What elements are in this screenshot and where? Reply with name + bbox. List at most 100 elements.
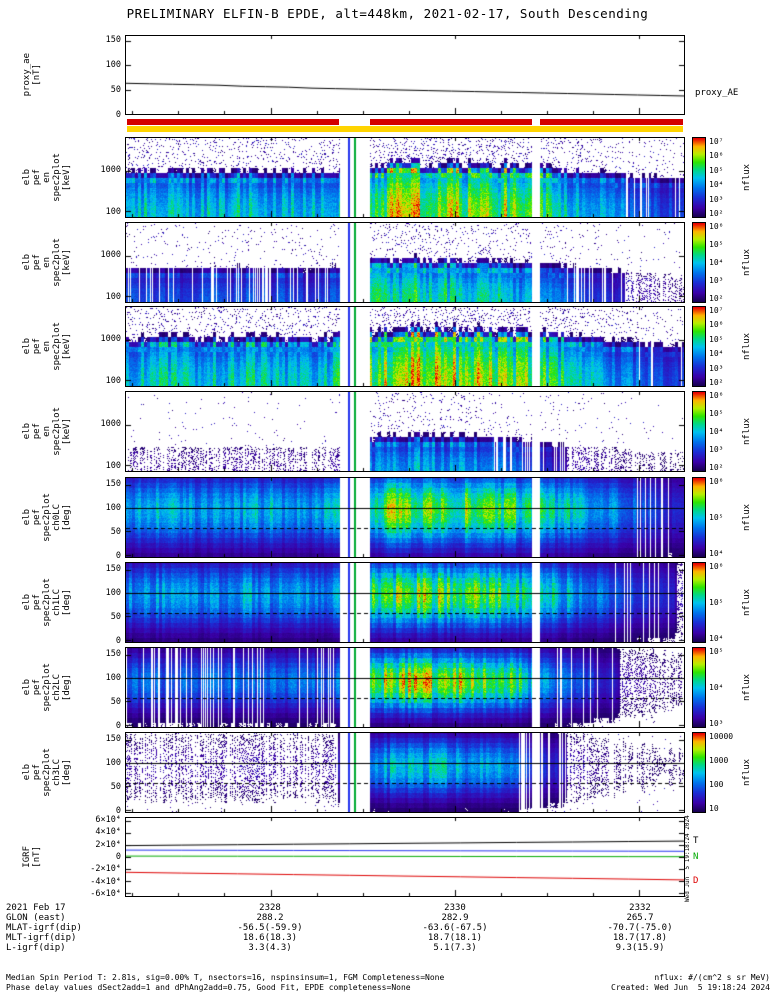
colorbar-tick-label: 10⁵ [709, 409, 724, 418]
side-timestamp: Wed Jun 5 19:18:24 2024 [684, 815, 691, 903]
ylabel-line: ch2LC [52, 673, 62, 702]
plot-canvas [126, 648, 684, 727]
ylabel-line: [deg] [62, 673, 72, 702]
plot-canvas [126, 307, 684, 386]
ylabel-pa_spec_0: elb pef spec2plot ch0LC [deg] [22, 477, 72, 558]
colorbar-tick-label: 10000 [709, 732, 734, 741]
ylabel-line: elb [22, 254, 32, 271]
red-flag-bar [369, 119, 533, 125]
yellow-flag-bar [126, 126, 684, 132]
ytick-label: -4×10⁴ [90, 876, 121, 887]
ylabel-line: spec2plot [52, 153, 62, 202]
ylabel-line: elb [22, 679, 32, 696]
colorbar-gradient [693, 138, 705, 217]
series-label-T: T [693, 835, 699, 846]
mlat-value: -56.5(-59.9) [237, 923, 303, 933]
ytick-label: 2×10⁴ [95, 839, 121, 850]
colorbar-tick-label: 10⁵ [709, 165, 724, 175]
ylabel-line: spec2plot [52, 322, 62, 371]
ytick-label: 100 [105, 375, 121, 386]
plot-box [125, 306, 685, 387]
mlt-value: 18.6(18.3) [242, 933, 298, 943]
ytick-label: 50 [110, 696, 121, 707]
ylabel-line: spec2plot [42, 663, 52, 712]
colorbar-title: nflux [742, 588, 752, 617]
colorbar-gradient [693, 307, 705, 386]
lshell-value: 5.1(7.3) [433, 943, 477, 953]
colorbar-tick-label: 10³ [709, 276, 724, 285]
colorbar-tick-label: 10 [709, 804, 719, 813]
ylabel-en_spec_0: elb pef en spec2plot [keV] [22, 137, 72, 218]
plot-box [125, 35, 685, 115]
ytick-label: 100 [105, 206, 121, 217]
colorbar-pa_spec_0 [692, 477, 706, 558]
colorbar-tick-label: 10² [709, 378, 724, 387]
axis-row-label: 2021 Feb 17 [6, 903, 66, 913]
colorbar-title: nflux [742, 758, 752, 787]
plot-canvas [126, 563, 684, 642]
plot-canvas [126, 36, 684, 114]
ytick-label: 50 [110, 526, 121, 537]
colorbar-gradient [693, 648, 705, 727]
axis-row-mlat: MLAT-igrf(dip) -56.5(-59.9) -63.6(-67.5)… [0, 923, 775, 933]
ylabel-igrf: IGRF [nT] [22, 817, 42, 897]
colorbar-tick-label: 10³ [709, 363, 724, 373]
colorbar-tick-label: 10⁶ [709, 151, 724, 161]
ytick-label: 150 [105, 734, 121, 745]
colorbar-title: nflux [742, 503, 752, 532]
colorbar-tick-label: 1000 [709, 756, 729, 765]
axis-row-lshell: L-igrf(dip) 3.3(4.3) 5.1(7.3) 9.3(15.9) [0, 943, 775, 953]
time-tick-label: 2330 [444, 903, 466, 913]
ylabel-en_spec_3: elb pef en spec2plot [keV] [22, 391, 72, 472]
glon-value: 282.9 [441, 913, 469, 923]
ytick-label: 0 [115, 805, 121, 816]
colorbar-tick-label: 10⁷ [709, 306, 724, 315]
colorbar-pa_spec_3 [692, 732, 706, 813]
plot-canvas [126, 478, 684, 557]
ylabel-line: proxy_ae [22, 53, 32, 97]
ylabel-line: pef [32, 423, 42, 440]
ytick-label: 1000 [100, 419, 121, 430]
ylabel-line: pef [32, 338, 42, 355]
ylabel-line: en [42, 341, 52, 352]
colorbar-tick-label: 10⁶ [709, 222, 724, 231]
ytick-label: 0 [115, 852, 121, 862]
ytick-label: 0 [115, 550, 121, 561]
plot-box [125, 222, 685, 303]
footer-phase-delay: Phase delay values dSect2add=1 and dPhAn… [6, 983, 411, 992]
right-label-proxy_ae: proxy_AE [695, 87, 739, 98]
ylabel-line: elb [22, 423, 32, 440]
plot-canvas [126, 733, 684, 812]
ylabel-line: pef [32, 169, 42, 186]
ytick-label: 150 [105, 564, 121, 575]
series-label-N: N [693, 851, 699, 862]
colorbar-tick-label: 100 [709, 780, 724, 789]
plot-box [125, 732, 685, 813]
colorbar-tick-label: 10³ [709, 194, 724, 204]
ytick-label: 1000 [100, 165, 121, 176]
ytick-label: -2×10⁴ [90, 864, 121, 875]
glon-value: 288.2 [256, 913, 284, 923]
ytick-label: 150 [105, 35, 121, 45]
lshell-value: 3.3(4.3) [248, 943, 292, 953]
ylabel-line: [keV] [62, 248, 72, 277]
ylabel-line: [deg] [62, 758, 72, 787]
colorbar-title: nflux [742, 673, 752, 702]
ytick-label: 1000 [100, 334, 121, 345]
ytick-label: 100 [105, 502, 121, 513]
ylabel-en_spec_1: elb pef en spec2plot [keV] [22, 222, 72, 303]
axis-row-label: L-igrf(dip) [6, 943, 66, 953]
ytick-label: 100 [105, 460, 121, 471]
ylabel-line: pef [32, 254, 42, 271]
ylabel-en_spec_2: elb pef en spec2plot [keV] [22, 306, 72, 387]
colorbar-tick-label: 10⁶ [709, 562, 724, 571]
footer-spin-period: Median Spin Period T: 2.81s, sig=0.00% T… [6, 973, 445, 982]
colorbar-tick-label: 10⁵ [709, 647, 724, 656]
ylabel-line: elb [22, 169, 32, 186]
ytick-label: 150 [105, 479, 121, 490]
colorbar-en_spec_2 [692, 306, 706, 387]
colorbar-tick-label: 10⁶ [709, 477, 724, 486]
ylabel-line: elb [22, 338, 32, 355]
plot-box [125, 137, 685, 218]
colorbar-tick-label: 10³ [709, 445, 724, 454]
